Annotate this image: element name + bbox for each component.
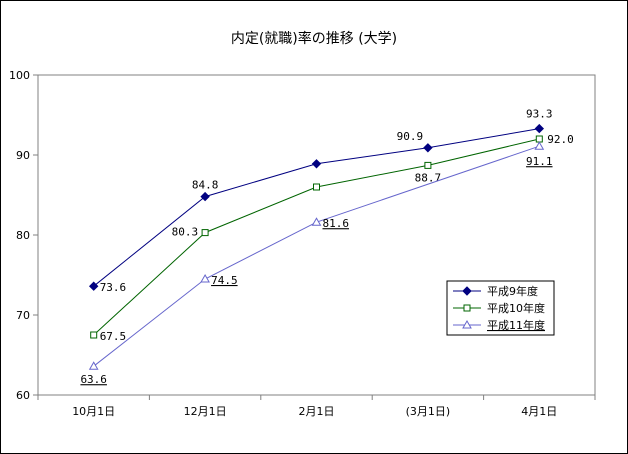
y-tick-label: 70 [16, 309, 30, 322]
plot-border [37, 74, 596, 396]
x-tick-label: 12月1日 [184, 405, 227, 418]
y-tick-label: 80 [16, 229, 30, 242]
marker-triangle [88, 361, 99, 370]
data-label: 91.1 [526, 155, 553, 168]
y-tick-label: 90 [16, 149, 30, 162]
data-label: 63.6 [80, 373, 107, 386]
marker-triangle [462, 319, 472, 329]
x-tick-label: 10月1日 [72, 405, 115, 418]
legend-label: 平成9年度 [487, 284, 538, 298]
series-3: 63.6 74.5 81.6 91.1 [80, 141, 553, 386]
data-label: 80.3 [172, 226, 199, 239]
marker-square [424, 161, 432, 169]
data-label: 67.5 [100, 330, 127, 343]
marker-diamond [200, 191, 210, 202]
data-label: 93.3 [526, 108, 553, 121]
marker-triangle [311, 217, 322, 226]
marker-square [201, 229, 209, 237]
marker-square [313, 183, 320, 191]
data-label: 73.6 [100, 281, 127, 294]
marker-triangle [534, 141, 545, 150]
x-tick-label: 2月1日 [299, 405, 335, 418]
x-tick-label: 4月1日 [521, 405, 557, 418]
marker-diamond [534, 123, 545, 134]
data-label: 84.8 [192, 179, 219, 192]
legend-label: 平成10年度 [487, 301, 545, 315]
data-label: 92.0 [547, 133, 574, 146]
series-layer: 73.6 84.8 90.9 93.3 67.5 80.3 88.7 92.0 63.6 74.5… [80, 108, 573, 387]
y-tick-label: 60 [16, 389, 30, 402]
x-tick-label: (3月1日) [406, 405, 451, 418]
marker-square [463, 304, 471, 312]
marker-diamond [462, 286, 472, 296]
data-label: 90.9 [397, 130, 424, 143]
chart-title: 内定(就職)率の推移 (大学) [231, 30, 397, 47]
series-line [93, 145, 540, 367]
legend-label: 平成11年度 [487, 318, 545, 332]
data-label: 74.5 [211, 274, 238, 287]
series-1: 73.6 84.8 90.9 93.3 [88, 108, 553, 294]
marker-diamond [88, 281, 99, 291]
marker-square [90, 331, 98, 339]
marker-square [535, 135, 543, 143]
data-label: 81.6 [323, 217, 350, 230]
y-tick-label: 100 [9, 69, 30, 82]
data-label: 88.7 [415, 171, 442, 184]
plot-area: 60 70 80 90 100 10月1日 12月1日 2月1日 (3月1日) 4月1日 [9, 69, 596, 418]
marker-diamond [311, 159, 322, 169]
series-line [93, 128, 540, 287]
marker-triangle [200, 273, 210, 283]
series-2: 67.5 80.3 88.7 92.0 [90, 133, 574, 343]
marker-diamond [423, 143, 433, 153]
